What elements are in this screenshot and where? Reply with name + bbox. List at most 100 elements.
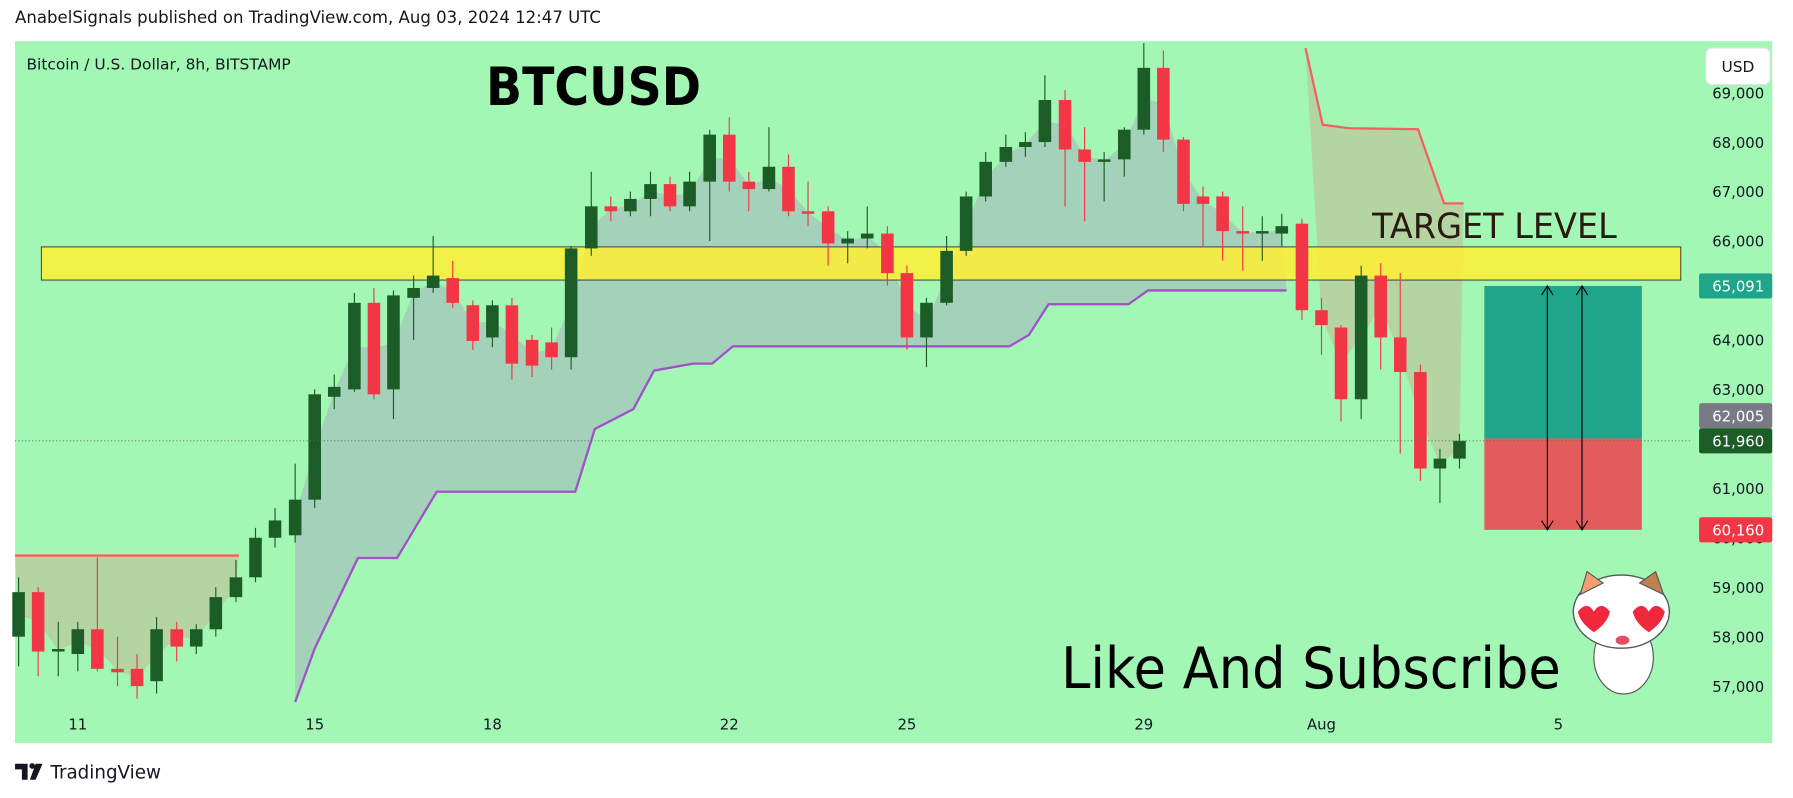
indicator-fill — [15, 555, 239, 678]
candle-body — [1433, 458, 1447, 469]
plot-background — [15, 41, 1773, 744]
candle-body — [663, 184, 677, 207]
candle-body — [584, 206, 598, 249]
symbol-info: Bitcoin / U.S. Dollar, 8h, BITSTAMP — [26, 56, 290, 74]
candle-body — [1295, 223, 1309, 311]
position-profit — [1484, 285, 1642, 439]
y-tick-label: 68,000 — [1712, 134, 1764, 152]
x-tick-label: 29 — [1134, 715, 1153, 733]
candle-body — [229, 577, 243, 598]
candle-body — [999, 147, 1013, 162]
candle-body — [12, 592, 25, 637]
annotation: Like And Subscribe — [1061, 636, 1561, 702]
position-arrow — [1541, 284, 1554, 531]
candle-body — [31, 592, 45, 652]
candle-body — [505, 305, 519, 364]
candle-body — [1117, 129, 1131, 160]
x-tick-label: Aug — [1307, 715, 1336, 733]
zone-label: TARGET LEVEL — [1371, 207, 1617, 247]
candle-body — [979, 161, 992, 197]
candle-body — [1453, 440, 1466, 459]
x-tick-label: 15 — [305, 715, 324, 733]
candle-body — [624, 198, 637, 212]
candle-body — [841, 238, 854, 244]
candle-body — [683, 181, 696, 207]
price-tag — [1699, 428, 1773, 454]
indicator-line — [1304, 47, 1464, 205]
candle-body — [703, 134, 717, 182]
candle-body — [288, 499, 302, 536]
candle-body — [446, 278, 459, 303]
candle-body — [762, 166, 776, 190]
candle-body — [900, 273, 914, 338]
candle-body — [604, 206, 618, 212]
candle-body — [1097, 159, 1111, 162]
y-tick-label: 63,000 — [1712, 381, 1764, 399]
currency-button[interactable] — [1705, 47, 1771, 86]
candle-body — [1354, 275, 1368, 400]
cat-sticker — [1572, 570, 1671, 695]
candle-body — [1414, 372, 1427, 469]
candle-body — [407, 287, 420, 298]
candle-body — [268, 520, 282, 538]
publish-header: AnabelSignals published on TradingView.c… — [15, 8, 601, 27]
plot-layer: 57,00058,00059,00060,00061,00062,00063,0… — [12, 43, 1773, 733]
x-tick-label: 5 — [1554, 715, 1563, 733]
candle-body — [940, 250, 953, 303]
y-tick-label: 64,000 — [1712, 332, 1764, 350]
y-tick-label: 69,000 — [1712, 84, 1764, 102]
y-tick-label: 59,000 — [1712, 579, 1764, 597]
price-tag — [1699, 517, 1773, 543]
candle-body — [959, 196, 973, 251]
position-arrow — [1575, 284, 1589, 531]
candle-body — [426, 275, 440, 288]
candle-body — [1038, 100, 1052, 143]
candle-body — [801, 211, 815, 214]
candle-body — [920, 302, 933, 338]
candle-body — [1177, 139, 1190, 204]
candle-body — [1078, 149, 1091, 162]
candle-body — [782, 166, 795, 212]
candle-body — [170, 629, 184, 647]
candle-body — [327, 386, 341, 397]
candle-body — [189, 629, 203, 647]
y-tick-label: 58,000 — [1712, 628, 1764, 646]
x-tick-label: 11 — [68, 715, 87, 733]
candle-body — [1374, 275, 1387, 338]
candle-body — [525, 339, 539, 366]
candle-body — [130, 668, 144, 687]
y-tick-label: 57,000 — [1712, 678, 1764, 696]
candle-body — [881, 233, 894, 274]
price-tag-label: 60,160 — [1712, 522, 1764, 540]
candle-body — [1393, 337, 1407, 373]
candle-body — [1315, 310, 1328, 326]
candle-body — [150, 629, 163, 682]
candle-body — [486, 305, 499, 338]
candle-body — [367, 302, 381, 395]
x-tick-label: 18 — [483, 715, 502, 733]
candle-body — [1019, 142, 1032, 148]
y-tick-label: 66,000 — [1712, 233, 1764, 251]
candle-body — [1236, 231, 1250, 234]
candle-body — [111, 668, 124, 673]
candle-body — [348, 302, 361, 390]
candle-body — [1137, 67, 1151, 130]
candle-body — [644, 184, 657, 199]
candle-body — [1157, 67, 1170, 140]
candle-body — [51, 649, 65, 652]
candle-body — [545, 342, 558, 358]
currency-label[interactable]: USD — [1721, 58, 1754, 76]
price-tag — [1699, 403, 1773, 429]
candle-body — [742, 181, 756, 190]
candle-body — [1058, 100, 1072, 150]
candle-body — [564, 248, 578, 358]
indicator-line — [294, 289, 1287, 703]
candle-body — [821, 211, 835, 244]
x-tick-label: 25 — [897, 715, 916, 733]
candle-body — [71, 629, 85, 654]
candle-body — [1275, 226, 1289, 234]
chart-title: BTCUSD — [486, 57, 701, 118]
candle-body — [91, 629, 104, 669]
